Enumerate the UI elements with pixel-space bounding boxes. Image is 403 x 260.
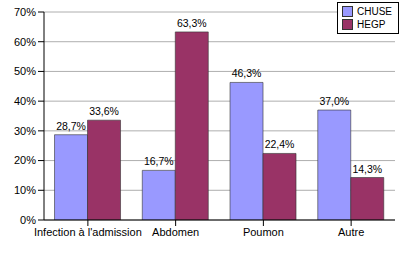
svg-text:28,7%: 28,7%: [56, 120, 86, 132]
svg-text:0%: 0%: [20, 214, 36, 226]
svg-text:14,3%: 14,3%: [352, 163, 382, 175]
svg-text:40%: 40%: [14, 95, 36, 107]
svg-text:20%: 20%: [14, 154, 36, 166]
svg-text:60%: 60%: [14, 36, 36, 48]
svg-text:50%: 50%: [14, 65, 36, 77]
html-text:HEGP: HEGP: [357, 19, 386, 30]
svg-text:16,7%: 16,7%: [144, 155, 174, 167]
svg-text:33,6%: 33,6%: [89, 105, 119, 117]
svg-text:10%: 10%: [14, 184, 36, 196]
svg-text:37,0%: 37,0%: [319, 95, 349, 107]
svg-text:70%: 70%: [14, 6, 36, 18]
svg-text:30%: 30%: [14, 125, 36, 137]
svg-text:Abdomen: Abdomen: [152, 226, 199, 238]
svg-text:Infection à l'admission: Infection à l'admission: [34, 226, 142, 238]
svg-text:Poumon: Poumon: [243, 226, 284, 238]
svg-text:63,3%: 63,3%: [177, 17, 207, 29]
svg-text:22,4%: 22,4%: [265, 138, 295, 150]
html-text:CHUSE: CHUSE: [357, 6, 392, 17]
svg-text:46,3%: 46,3%: [232, 67, 262, 79]
svg-text:Autre: Autre: [338, 226, 364, 238]
